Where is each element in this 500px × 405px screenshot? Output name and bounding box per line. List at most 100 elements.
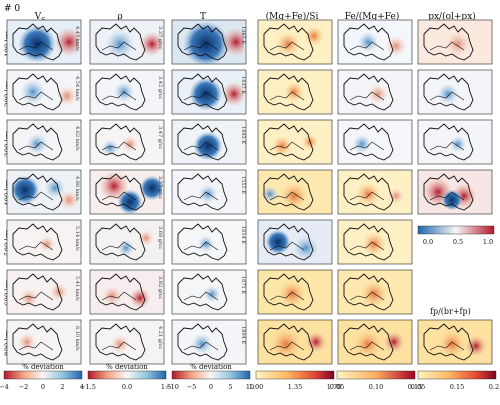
side-label-vs-r0: 4.47 km/s xyxy=(74,26,80,51)
colorbar-3-tick-0: 1.00 xyxy=(248,383,264,391)
column-title-px: px/(ol+px) xyxy=(428,12,476,22)
inset-colorbar-tick-0: 0.0 xyxy=(422,238,434,246)
map-panel-c5-r6 xyxy=(417,319,493,365)
australia-outline xyxy=(423,123,474,161)
australia-outline xyxy=(12,123,63,161)
column-title-rho: ρ xyxy=(117,12,123,22)
australia-outline xyxy=(343,23,394,61)
map-panel-c4-r1 xyxy=(337,69,413,115)
map-panel-c1-r3 xyxy=(89,169,165,215)
panel-index-label: # 0 xyxy=(4,4,21,14)
colorbar-0-tick-1: −2 xyxy=(18,383,29,391)
side-label-t-r3: 1555 K xyxy=(240,176,246,195)
australia-outline xyxy=(177,273,228,311)
map-panel-c4-r3 xyxy=(337,169,413,215)
australia-outline xyxy=(95,173,146,211)
australia-outline xyxy=(423,73,474,111)
map-panel-c3-r6 xyxy=(257,319,333,365)
map-panel-c3-r2 xyxy=(257,119,333,165)
map-panel-c2-r0 xyxy=(171,19,247,65)
inset-colorbar-tick-2: 1.0 xyxy=(482,238,494,246)
side-label-rho-r1: 3.42 g/cc xyxy=(157,76,163,100)
australia-outline xyxy=(423,323,474,361)
map-panel-c1-r1 xyxy=(89,69,165,115)
australia-outline xyxy=(343,323,394,361)
colorbar-0-tick-2: 0 xyxy=(40,383,46,391)
colorbar-3-tick-2: 1.70 xyxy=(326,383,342,391)
map-panel-c4-r4 xyxy=(337,219,413,265)
colorbar-1-tick-1: 0.0 xyxy=(121,383,133,391)
australia-outline xyxy=(423,173,474,211)
australia-outline xyxy=(12,223,63,261)
map-panel-c5-r0 xyxy=(417,19,493,65)
map-panel-c4-r2 xyxy=(337,119,413,165)
side-label-rho-r2: 3.47 g/cc xyxy=(157,126,163,150)
map-panel-c2-r2 xyxy=(171,119,247,165)
map-panel-c0-r5 xyxy=(6,269,82,315)
colorbar-1-tick-0: −1.5 xyxy=(80,383,96,391)
side-label-rho-r4: 3.68 g/cc xyxy=(157,226,163,250)
map-panel-c5-r2 xyxy=(417,119,493,165)
column-title-t: T xyxy=(199,12,207,22)
map-panel-c0-r6 xyxy=(6,319,82,365)
side-label-vs-r1: 4.54 km/s xyxy=(74,76,80,101)
map-panel-c4-r5 xyxy=(337,269,413,315)
australia-outline xyxy=(263,223,314,261)
australia-outline xyxy=(12,73,63,111)
australia-outline xyxy=(95,73,146,111)
map-panel-c0-r3 xyxy=(6,169,82,215)
colorbar-4-tick-1: 0.10 xyxy=(368,383,384,391)
map-panel-c2-r1 xyxy=(171,69,247,115)
australia-outline xyxy=(177,23,228,61)
colorbar-4-tick-0: 0.05 xyxy=(329,383,345,391)
colorbar-1-tick-2: 1.5 xyxy=(160,383,172,391)
map-panel-c1-r4 xyxy=(89,219,165,265)
australia-outline xyxy=(343,123,394,161)
australia-outline xyxy=(423,23,474,61)
australia-outline xyxy=(95,23,146,61)
colorbar-2-tick-2: 0 xyxy=(208,383,214,391)
australia-outline xyxy=(95,123,146,161)
colorbar-label-t: % deviation xyxy=(190,363,232,371)
australia-outline xyxy=(95,223,146,261)
colorbar-3-tick-1: 1.35 xyxy=(287,383,303,391)
australia-outline xyxy=(263,173,314,211)
australia-outline xyxy=(177,323,228,361)
map-panel-c1-r0 xyxy=(89,19,165,65)
colorbar-0-tick-4: 4 xyxy=(79,383,85,391)
australia-outline xyxy=(177,123,228,161)
extra-title-fp: fp/(br+fp) xyxy=(430,307,471,316)
colorbar-5-tick-0: 0.05 xyxy=(410,383,426,391)
australia-outline xyxy=(95,273,146,311)
side-label-t-r1: 1437 K xyxy=(240,76,246,95)
map-panel-c2-r3 xyxy=(171,169,247,215)
australia-outline xyxy=(343,173,394,211)
side-label-rho-r6: 4.21 g/cc xyxy=(157,326,163,350)
australia-outline xyxy=(12,323,63,361)
australia-outline xyxy=(177,73,228,111)
map-panel-c3-r1 xyxy=(257,69,333,115)
australia-outline xyxy=(177,223,228,261)
map-panel-c1-r2 xyxy=(89,119,165,165)
map-panel-c5-r3 xyxy=(417,169,493,215)
colorbar-label-vs: % deviation xyxy=(22,363,64,371)
australia-outline xyxy=(177,173,228,211)
australia-outline xyxy=(263,73,314,111)
australia-outline xyxy=(263,123,314,161)
map-panel-c0-r4 xyxy=(6,219,82,265)
column-title-mgfe-si: (Mg+Fe)/Si xyxy=(265,12,319,22)
colorbar-4-tick-2: 0.15 xyxy=(407,383,423,391)
australia-outline xyxy=(95,323,146,361)
map-panel-c3-r3 xyxy=(257,169,333,215)
map-panel-c2-r6 xyxy=(171,319,247,365)
side-label-t-r2: 1493 K xyxy=(240,126,246,145)
colorbar-2-tick-1: −5 xyxy=(186,383,197,391)
australia-outline xyxy=(263,23,314,61)
colorbar-0-tick-3: 2 xyxy=(60,383,65,391)
australia-outline xyxy=(343,73,394,111)
australia-outline xyxy=(263,273,314,311)
australia-outline xyxy=(12,273,63,311)
australia-outline xyxy=(343,273,394,311)
map-panel-c3-r5 xyxy=(257,269,333,315)
